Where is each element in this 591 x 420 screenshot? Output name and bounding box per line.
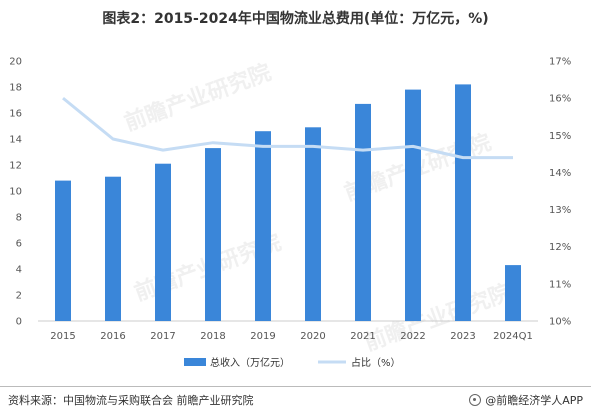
legend: 总收入（万亿元） 占比（%） (184, 356, 401, 369)
brand-tag: @前瞻经济学人APP (469, 392, 583, 408)
x-tick-label: 2023 (450, 331, 475, 342)
y-left-tick-label: 6 (16, 239, 22, 250)
bar (205, 148, 221, 321)
source-note: 资料来源：中国物流与采购联合会 前瞻产业研究院 (8, 394, 254, 407)
y-left-tick-label: 16 (9, 109, 22, 120)
bar (305, 127, 321, 321)
legend-label-bar: 总收入（万亿元） (210, 356, 290, 369)
bar (505, 265, 521, 321)
y-left-tick-label: 8 (16, 213, 22, 224)
bar (355, 103, 371, 322)
brand-logo-icon (469, 394, 482, 406)
footer-divider (0, 386, 591, 387)
legend-swatch-bar (184, 358, 206, 366)
y-right-tick-label: 16% (549, 94, 571, 105)
y-left-tick-label: 14 (9, 135, 22, 146)
bar (405, 89, 421, 321)
y-right-tick-label: 12% (549, 242, 571, 253)
bar-series (55, 84, 521, 322)
bar (155, 163, 171, 321)
brand-label: @前瞻经济学人APP (485, 394, 583, 407)
bar (455, 84, 471, 322)
y-left-tick-label: 18 (9, 83, 22, 94)
x-tick-label: 2015 (50, 331, 75, 342)
x-axis: 2015 2016 2017 2018 2019 2020 2021 2022 2023 2024… (50, 331, 533, 342)
x-tick-label: 2018 (200, 331, 225, 342)
y-left-tick-label: 10 (9, 187, 22, 198)
legend-label-line: 占比（%） (351, 356, 401, 369)
x-tick-label: 2022 (400, 331, 425, 342)
y-right-tick-label: 10% (549, 317, 571, 328)
x-tick-label: 2017 (150, 331, 175, 342)
x-tick-label: 2024Q1 (493, 331, 533, 342)
y-left-tick-label: 2 (16, 291, 22, 302)
x-tick-label: 2016 (100, 331, 125, 342)
y-right-axis: 10% 11% 12% 13% 14% 15% 16% 17% (549, 57, 571, 328)
y-right-tick-label: 13% (549, 205, 571, 216)
bar (55, 180, 71, 321)
x-tick-label: 2019 (250, 331, 275, 342)
x-tick-label: 2021 (350, 331, 375, 342)
bar (255, 131, 271, 321)
ratio-line (62, 96, 513, 160)
y-right-tick-label: 17% (549, 57, 571, 68)
y-right-tick-label: 15% (549, 131, 571, 142)
y-left-axis: 0 2 4 6 8 10 12 14 16 18 20 (9, 57, 22, 328)
y-right-tick-label: 11% (549, 279, 571, 290)
bar (105, 176, 121, 321)
y-left-tick-label: 12 (9, 161, 22, 172)
chart-title: 图表2：2015-2024年中国物流业总费用(单位：万亿元，%) (102, 11, 489, 27)
y-left-tick-label: 0 (16, 317, 22, 328)
y-left-tick-label: 20 (9, 57, 22, 68)
x-tick-label: 2020 (300, 331, 325, 342)
y-left-tick-label: 4 (16, 265, 22, 276)
y-right-tick-label: 14% (549, 168, 571, 179)
